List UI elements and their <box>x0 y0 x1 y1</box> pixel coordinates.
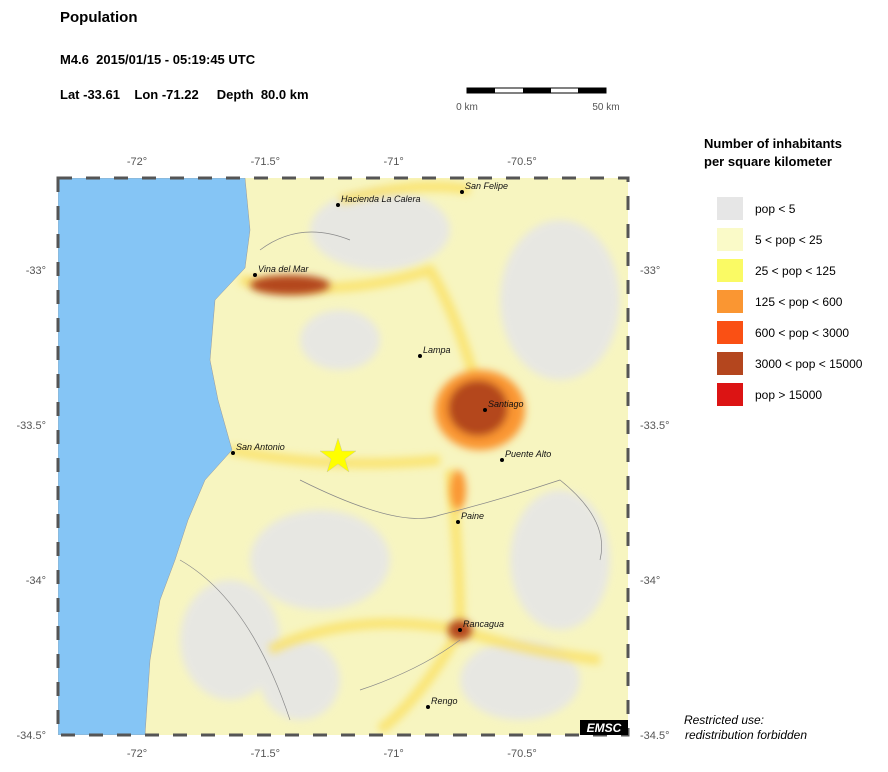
logo: EMSC <box>587 721 622 735</box>
lon-label: -70.5° <box>507 748 536 760</box>
legend-swatch <box>717 228 743 251</box>
legend-swatch <box>717 321 743 344</box>
city-label: Hacienda La Calera <box>341 194 421 204</box>
lon-label: -72° <box>127 748 147 760</box>
city-label: San Felipe <box>465 181 508 191</box>
city-dot <box>336 203 340 207</box>
lon-label: -71° <box>384 156 404 168</box>
legend-swatch <box>717 383 743 406</box>
city-label: Lampa <box>423 345 451 355</box>
city-label: San Antonio <box>236 442 285 452</box>
legend-title: Number of inhabitants <box>704 136 842 151</box>
lat-label: -34.5° <box>17 730 46 742</box>
city-label: Rengo <box>431 696 458 706</box>
epicenter <box>319 437 357 473</box>
lat-label: -33.5° <box>640 420 669 432</box>
event: M4.6 2015/01/15 - 05:19:45 UTC <box>60 52 256 67</box>
legend-label: 5 < pop < 25 <box>755 233 823 247</box>
notice: Restricted use: <box>684 713 764 727</box>
legend-label: 25 < pop < 125 <box>755 264 836 278</box>
legend-label: pop < 5 <box>755 202 796 216</box>
lon-label: -71.5° <box>251 748 280 760</box>
legend-swatch <box>717 197 743 220</box>
city-dot <box>231 451 235 455</box>
city-label: Puente Alto <box>505 449 551 459</box>
lon-label: -70.5° <box>507 156 536 168</box>
legend-swatch <box>717 352 743 375</box>
legend-title: per square kilometer <box>704 154 832 169</box>
lon-label: -71.5° <box>251 156 280 168</box>
lat-label: -34° <box>26 575 46 587</box>
city-dot <box>426 705 430 709</box>
lat-label: -34° <box>640 575 660 587</box>
frame <box>56 176 630 737</box>
lon-label: -72° <box>127 156 147 168</box>
lon-label: -71° <box>384 748 404 760</box>
legend-swatch <box>717 259 743 282</box>
legend-label: 125 < pop < 600 <box>755 295 843 309</box>
notice: redistribution forbidden <box>685 728 807 742</box>
city-label: Rancagua <box>463 619 504 629</box>
scale-bar <box>466 87 607 94</box>
city-label: Paine <box>461 511 484 521</box>
city-dot <box>458 628 462 632</box>
city-dot <box>483 408 487 412</box>
title: Population <box>60 9 138 26</box>
legend-label: 3000 < pop < 15000 <box>755 357 863 371</box>
lat-label: -33.5° <box>17 420 46 432</box>
scale-start: 0 km <box>456 102 478 113</box>
lat-label: -33° <box>640 265 660 277</box>
legend-label: 600 < pop < 3000 <box>755 326 849 340</box>
legend-label: pop > 15000 <box>755 388 822 402</box>
city-label: Vina del Mar <box>258 264 309 274</box>
city-dot <box>460 190 464 194</box>
city-dot <box>500 458 504 462</box>
scale-end: 50 km <box>592 102 619 113</box>
map-area <box>58 178 628 735</box>
lat-label: -34.5° <box>640 730 669 742</box>
city-label: Santiago <box>488 399 524 409</box>
city-dot <box>456 520 460 524</box>
city-dot <box>418 354 422 358</box>
city-dot <box>253 273 257 277</box>
location: Lat -33.61 Lon -71.22 Depth 80.0 km <box>60 87 309 102</box>
legend-swatch <box>717 290 743 313</box>
lat-label: -33° <box>26 265 46 277</box>
logo-box <box>580 720 628 735</box>
